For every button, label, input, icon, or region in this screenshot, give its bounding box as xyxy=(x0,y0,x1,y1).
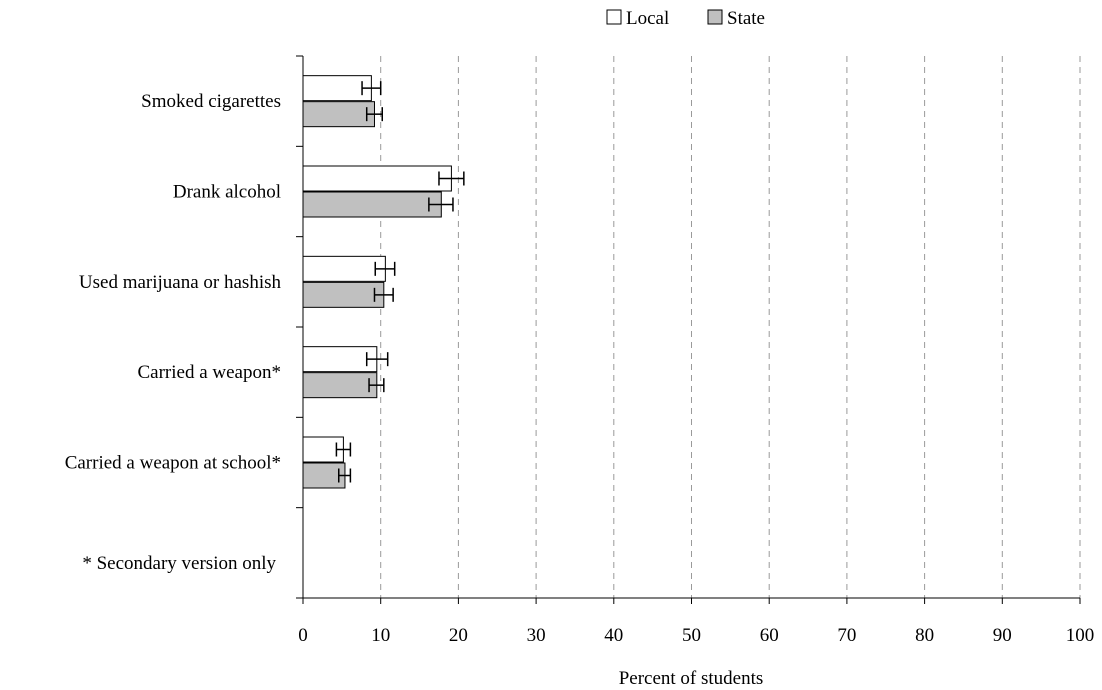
axes xyxy=(296,55,1081,604)
error-bar-state-3 xyxy=(368,378,385,393)
legend-swatch-local xyxy=(606,9,622,25)
bar-state-4 xyxy=(302,462,346,489)
legend-label-local: Local xyxy=(626,8,669,29)
bar-local-1 xyxy=(302,165,452,192)
x-tick-label: 60 xyxy=(760,625,779,646)
bars xyxy=(302,75,452,489)
x-tick-label: 30 xyxy=(527,625,546,646)
bar-state-0 xyxy=(302,101,375,128)
x-tick-label: 80 xyxy=(915,625,934,646)
error-bar-state-0 xyxy=(365,107,384,122)
x-tick-label: 70 xyxy=(837,625,856,646)
legend-swatch-state xyxy=(707,9,723,25)
bar-local-2 xyxy=(302,255,386,282)
x-tick-label: 20 xyxy=(449,625,468,646)
legend-label-state: State xyxy=(727,8,765,29)
error-bar-state-2 xyxy=(373,287,394,302)
gridlines xyxy=(380,56,1081,598)
error-bar-local-1 xyxy=(438,171,465,186)
error-bar-state-4 xyxy=(337,468,352,483)
x-tick-labels: 0 10 20 30 40 50 60 70 80 90 100 xyxy=(298,625,1094,646)
x-tick-label: 0 xyxy=(298,625,308,646)
category-label: Drank alcohol xyxy=(173,182,281,203)
error-bar-local-2 xyxy=(374,261,396,276)
bar-local-0 xyxy=(302,75,372,102)
legend: Local State xyxy=(606,8,765,29)
category-label: Used marijuana or hashish xyxy=(79,272,282,293)
error-bar-local-0 xyxy=(361,81,382,96)
x-tick-label: 100 xyxy=(1066,625,1095,646)
bar-state-2 xyxy=(302,281,385,308)
error-bar-local-3 xyxy=(365,352,389,367)
bar-state-3 xyxy=(302,372,378,399)
footnote: * Secondary version only xyxy=(82,553,276,574)
category-labels: Smoked cigarettes Drank alcohol Used marij… xyxy=(65,91,282,473)
category-label: Carried a weapon at school* xyxy=(65,453,281,474)
bar-state-1 xyxy=(302,191,442,218)
error-bar-state-1 xyxy=(428,197,454,212)
x-tick-label: 90 xyxy=(993,625,1012,646)
error-bar-local-4 xyxy=(335,442,352,457)
x-tick-label: 10 xyxy=(371,625,390,646)
category-label: Carried a weapon* xyxy=(138,362,282,383)
category-label: Smoked cigarettes xyxy=(141,91,281,112)
bar-local-3 xyxy=(302,346,378,373)
x-tick-label: 40 xyxy=(604,625,623,646)
x-axis-title: Percent of students xyxy=(619,668,764,689)
error-bars xyxy=(335,81,465,483)
x-tick-label: 50 xyxy=(682,625,701,646)
